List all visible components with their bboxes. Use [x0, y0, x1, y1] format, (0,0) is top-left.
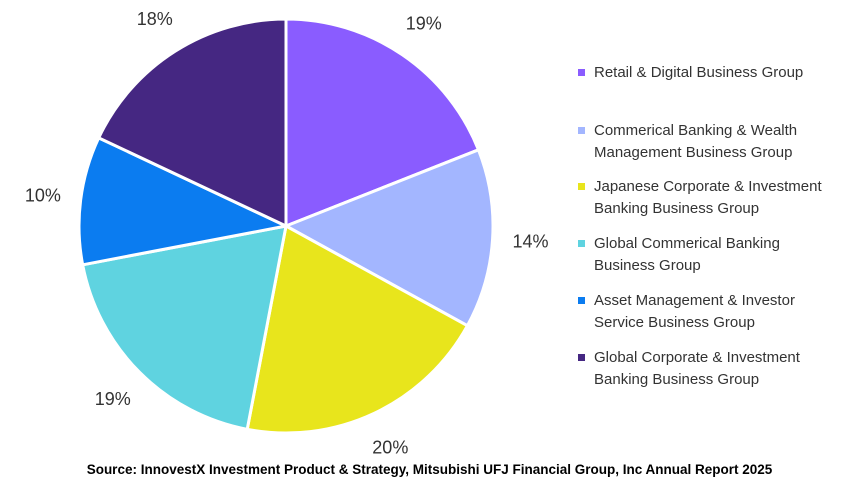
legend-label-line: Service Business Group	[594, 314, 755, 331]
legend-label-line: Management Business Group	[594, 144, 793, 161]
legend-label: Global Commerical Banking Business Group	[594, 233, 856, 277]
legend-item: Global Commerical Banking Business Group	[578, 233, 859, 277]
pie-slice	[77, 136, 288, 267]
slice-value-label: 19%	[406, 13, 442, 33]
source-note: Source: InnovestX Investment Product & S…	[86, 462, 773, 477]
legend: Retail & Digital Business Group Commerica…	[578, 0, 859, 460]
legend-label: Commerical Banking & Wealth Management Bu…	[594, 120, 856, 164]
legend-item: Japanese Corporate & Investment Banking B…	[578, 176, 859, 220]
legend-swatch	[578, 297, 585, 304]
pie-slice	[97, 17, 288, 228]
pie-value-labels: 19% 14% 20% 19% 10% 18%	[25, 9, 549, 458]
legend-item: Retail & Digital Business Group	[578, 62, 859, 84]
pie-slice	[81, 224, 288, 431]
legend-label-line: Asset Management & Investor	[594, 292, 795, 309]
legend-label-line: Retail & Digital Business Group	[594, 64, 804, 81]
legend-label: Asset Management & Investor Service Busin…	[594, 290, 856, 334]
slice-value-label: 10%	[25, 185, 61, 205]
pie-slice	[284, 148, 495, 328]
legend-label: Global Corporate & Investment Banking Bus…	[594, 347, 856, 391]
legend-item: Commerical Banking & Wealth Management Bu…	[578, 120, 859, 164]
legend-swatch	[578, 240, 585, 247]
legend-label-line: Banking Business Group	[594, 371, 760, 388]
legend-item: Asset Management & Investor Service Busin…	[578, 290, 859, 334]
pie-slice	[245, 224, 469, 435]
pie-slice	[284, 17, 480, 228]
legend-label-line: Commerical Banking & Wealth	[594, 122, 798, 139]
slice-value-label: 19%	[95, 389, 131, 409]
legend-label: Retail & Digital Business Group	[594, 62, 856, 84]
legend-label-line: Banking Business Group	[594, 200, 760, 217]
pie-slices	[77, 17, 495, 435]
legend-label-line: Japanese Corporate & Investment	[594, 178, 822, 195]
legend-swatch	[578, 69, 585, 76]
legend-label: Japanese Corporate & Investment Banking B…	[594, 176, 856, 220]
legend-swatch	[578, 127, 585, 134]
slice-value-label: 20%	[372, 438, 408, 458]
legend-label-line: Global Corporate & Investment	[594, 349, 800, 366]
legend-swatch	[578, 183, 585, 190]
legend-label-line: Global Commerical Banking	[594, 235, 780, 252]
slice-value-label: 14%	[513, 231, 549, 251]
pie-chart: 19% 14% 20% 19% 10% 18%	[25, 9, 549, 458]
slice-value-label: 18%	[137, 9, 173, 29]
legend-item: Global Corporate & Investment Banking Bus…	[578, 347, 859, 391]
legend-label-line: Business Group	[594, 257, 701, 274]
legend-swatch	[578, 354, 585, 361]
